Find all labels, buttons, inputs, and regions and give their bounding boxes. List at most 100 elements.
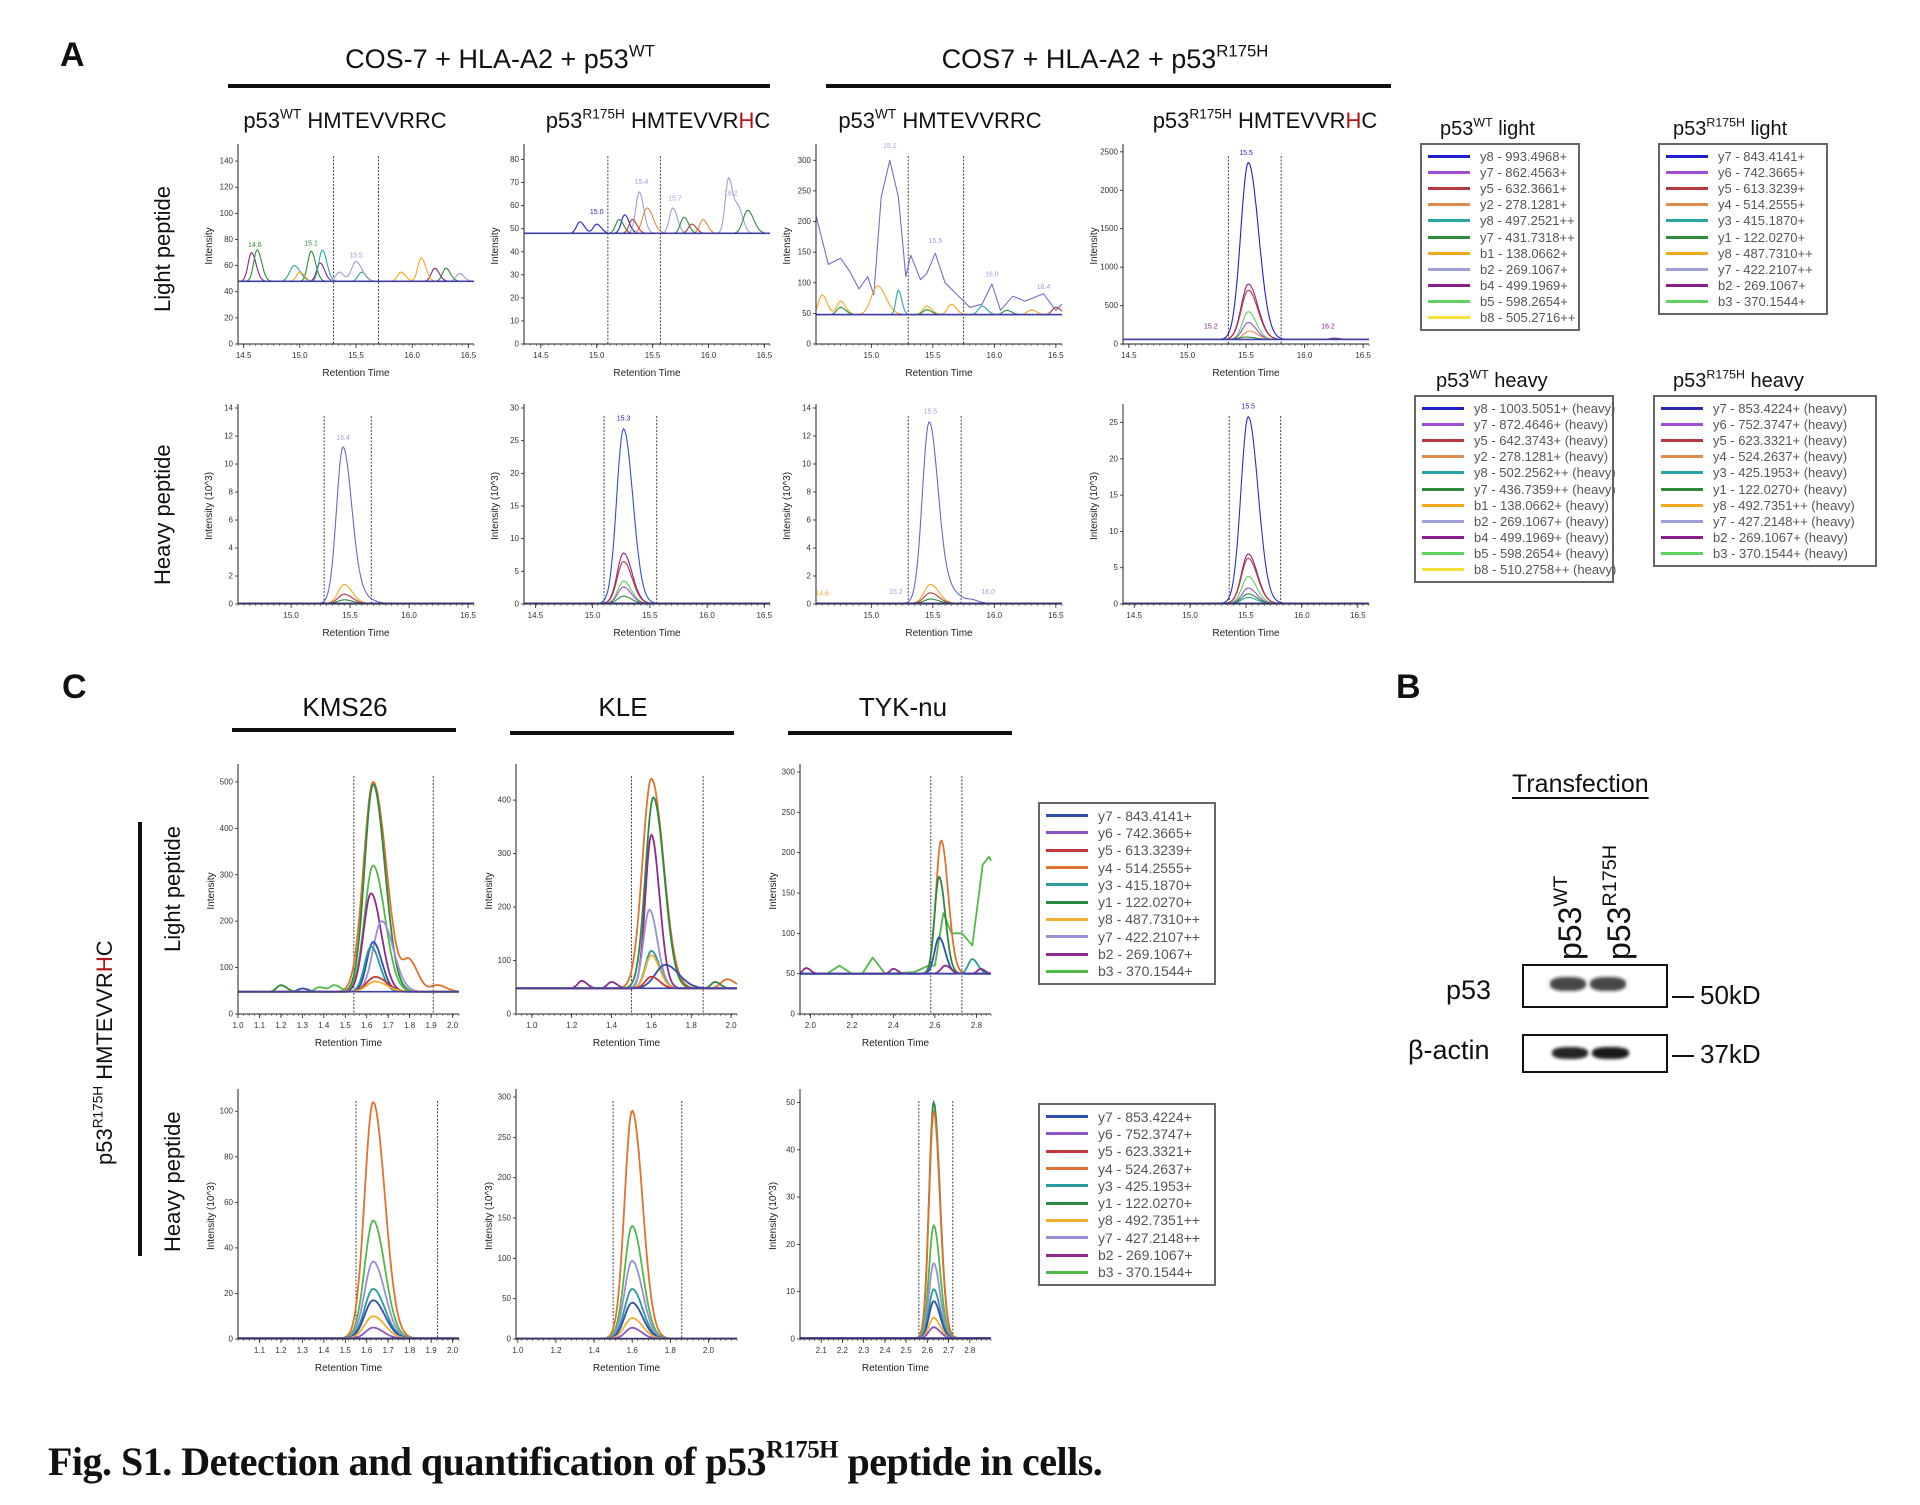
peak-label: 15.5 bbox=[924, 408, 938, 415]
x-tick-label: 15.5 bbox=[925, 611, 941, 620]
peptide-mutation: H bbox=[92, 956, 117, 973]
peptide-mutation: H bbox=[738, 108, 755, 133]
chromatogram-trace bbox=[516, 1301, 737, 1340]
column-title-1: p53WT HMTEVVRRC bbox=[243, 107, 446, 134]
peptide-sequence: HMTEVVR bbox=[92, 972, 117, 1086]
legend-box: y7 - 853.4224+ (heavy) y6 - 752.3747+ (he… bbox=[1653, 395, 1877, 567]
group-title-sup: WT bbox=[628, 41, 655, 61]
chart-svg: 0 10 20 30 40 50 60 70 80 14.5 15.0 15.5 16.0 16.5 15.… bbox=[490, 144, 773, 379]
y-tick-label: 2500 bbox=[1100, 147, 1118, 156]
group-title-base: COS7 + HLA-A2 + p53 bbox=[941, 44, 1217, 74]
y-tick-label: 10 bbox=[802, 460, 811, 469]
x-tick-label: 16.0 bbox=[1294, 611, 1310, 620]
y-tick-label: 60 bbox=[224, 1198, 233, 1207]
x-tick-label: 16.5 bbox=[1048, 611, 1064, 620]
y-tick-label: 14 bbox=[802, 404, 811, 413]
legend-title-suffix: light bbox=[1744, 118, 1788, 140]
x-tick-label: 1.4 bbox=[606, 1021, 618, 1030]
chromatogram-trace bbox=[238, 864, 459, 993]
legend-label: y8 - 492.7351++ bbox=[1098, 1212, 1200, 1229]
legend-swatch bbox=[1046, 969, 1088, 973]
legend-label: b2 - 269.1067+ bbox=[1718, 278, 1806, 294]
legend-item: y7 - 422.2107++ bbox=[1046, 928, 1208, 945]
x-tick-label: 15.5 bbox=[1238, 351, 1254, 360]
chart-svg: 0 2 4 6 8 10 12 14 15.0 15.5 16.0 16.5 15.5 14.6 15.2 1… bbox=[782, 404, 1064, 640]
y-tick-label: 200 bbox=[220, 917, 234, 926]
peptide-prefix: p53 bbox=[838, 108, 876, 133]
chromatogram-trace bbox=[524, 207, 770, 234]
peak-label: 15.7 bbox=[668, 195, 682, 202]
lane-label-sup: WT bbox=[1550, 875, 1573, 907]
chart-svg: 0 2 4 6 8 10 12 14 15.0 15.5 16.0 16.5 15.4 Retention… bbox=[204, 404, 476, 640]
legend-label: y1 - 122.0270+ (heavy) bbox=[1713, 481, 1848, 497]
chromatogram-trace bbox=[238, 1219, 459, 1340]
peak-label: 14.6 bbox=[815, 590, 829, 597]
legend-label: y7 - 853.4224+ bbox=[1098, 1108, 1192, 1125]
x-tick-label: 14.5 bbox=[528, 611, 544, 620]
legend-item: b2 - 269.1067+ bbox=[1428, 261, 1572, 277]
x-tick-label: 1.2 bbox=[550, 1346, 562, 1355]
peptide-mutation: H bbox=[1345, 108, 1362, 133]
legend-swatch bbox=[1428, 316, 1470, 320]
y-tick-label: 50 bbox=[786, 969, 795, 978]
y-tick-label: 0 bbox=[807, 340, 812, 349]
y-tick-label: 250 bbox=[798, 186, 812, 195]
legend-title-suffix: heavy bbox=[1488, 370, 1548, 392]
legend-title-sup: WT bbox=[1469, 367, 1489, 382]
panel-letter-c: C bbox=[62, 668, 87, 706]
x-tick-label: 16.0 bbox=[701, 351, 717, 360]
marker-tick bbox=[1672, 996, 1694, 999]
x-tick-label: 1.1 bbox=[254, 1021, 266, 1030]
y-tick-label: 200 bbox=[782, 848, 796, 857]
chart-svg: 0 10 20 30 40 50 2.1 2.2 2.3 2.4 2.5 2.6 2.7 2.8 Reten… bbox=[768, 1089, 992, 1374]
y-axis-title: Intensity bbox=[206, 872, 217, 909]
legend-label: b2 - 269.1067+ (heavy) bbox=[1474, 513, 1609, 529]
cell-line-rule-kms26 bbox=[232, 728, 456, 732]
legend-swatch bbox=[1428, 219, 1470, 223]
chromatogram-trace bbox=[800, 1316, 991, 1339]
x-tick-label: 2.6 bbox=[922, 1346, 934, 1355]
y-tick-label: 0 bbox=[229, 1335, 234, 1344]
legend-label: y5 - 642.3743+ (heavy) bbox=[1474, 432, 1609, 448]
legend-item: b1 - 138.0662+ bbox=[1428, 245, 1572, 261]
chart-c-heavy-tyk-nu: 0 10 20 30 40 50 2.1 2.2 2.3 2.4 2.5 2.6 2.7 2.8 Reten… bbox=[762, 1085, 997, 1385]
legend-item: y7 - 843.4141+ bbox=[1666, 148, 1820, 164]
chromatogram-trace bbox=[800, 1326, 991, 1339]
x-tick-label: 15.5 bbox=[642, 611, 658, 620]
chromatogram-trace bbox=[516, 796, 737, 990]
x-axis-title: Retention Time bbox=[315, 1038, 383, 1049]
y-tick-label: 50 bbox=[502, 1294, 511, 1303]
legend-swatch bbox=[1422, 471, 1464, 475]
marker-37kd: 37kD bbox=[1672, 1039, 1761, 1070]
y-tick-label: 250 bbox=[782, 808, 796, 817]
legend-swatch bbox=[1428, 154, 1470, 158]
legend-item: y6 - 752.3747+ (heavy) bbox=[1661, 416, 1869, 432]
x-tick-label: 1.3 bbox=[297, 1021, 309, 1030]
y-tick-label: 200 bbox=[498, 903, 512, 912]
x-axis-title: Retention Time bbox=[593, 1363, 661, 1374]
x-tick-label: 2.0 bbox=[447, 1021, 459, 1030]
chromatogram-trace bbox=[238, 446, 474, 604]
legend-label: y6 - 752.3747+ (heavy) bbox=[1713, 416, 1848, 432]
y-tick-label: 80 bbox=[510, 155, 519, 164]
legend-title-base: p53 bbox=[1673, 370, 1707, 392]
x-tick-label: 16.0 bbox=[1297, 351, 1313, 360]
legend-swatch bbox=[1046, 866, 1088, 870]
x-axis-title: Retention Time bbox=[1212, 628, 1280, 639]
lane-label-r175h: p53R175H bbox=[1599, 845, 1638, 960]
legend-item: b2 - 269.1067+ (heavy) bbox=[1661, 530, 1869, 546]
legend-item: y6 - 742.3665+ bbox=[1046, 824, 1208, 841]
legend-label: y8 - 1003.5051+ (heavy) bbox=[1474, 400, 1616, 416]
group-title-base: COS-7 + HLA-A2 + p53 bbox=[345, 44, 629, 74]
row-label-light-peptide-c: Light peptide bbox=[160, 826, 185, 952]
peak-label: 15.5 bbox=[1239, 150, 1253, 157]
legend-title: p53WT heavy bbox=[1436, 367, 1614, 393]
peak-label: 16.2 bbox=[1321, 324, 1335, 331]
chromatogram-trace bbox=[238, 780, 460, 993]
peak-label: 15.4 bbox=[635, 179, 649, 186]
legend-swatch bbox=[1422, 536, 1464, 540]
legend-item: y7 - 843.4141+ bbox=[1046, 807, 1208, 824]
chromatogram-trace bbox=[524, 580, 770, 604]
chart-svg: 0 100 200 300 400 500 1.0 1.1 1.2 1.3 1.4 1.5 1.6 1.7… bbox=[206, 764, 460, 1049]
peptide-sequence-end: C bbox=[1361, 108, 1378, 133]
